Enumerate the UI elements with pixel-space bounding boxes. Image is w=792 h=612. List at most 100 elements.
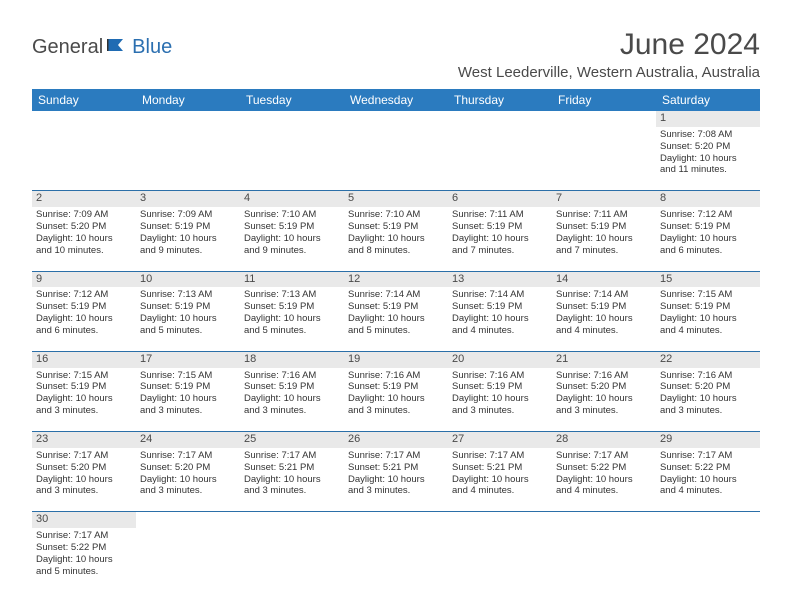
sunset-text: Sunset: 5:22 PM bbox=[36, 542, 132, 554]
weekday-header: Thursday bbox=[448, 89, 552, 111]
day-content-cell: Sunrise: 7:13 AMSunset: 5:19 PMDaylight:… bbox=[136, 287, 240, 351]
sunrise-text: Sunrise: 7:17 AM bbox=[660, 450, 756, 462]
daylight-text-2: and 3 minutes. bbox=[36, 405, 132, 417]
day-content-cell bbox=[552, 528, 656, 592]
daylight-text-2: and 6 minutes. bbox=[660, 245, 756, 257]
sunrise-text: Sunrise: 7:09 AM bbox=[140, 209, 236, 221]
daylight-text-2: and 5 minutes. bbox=[244, 325, 340, 337]
day-content-cell: Sunrise: 7:17 AMSunset: 5:21 PMDaylight:… bbox=[344, 448, 448, 512]
day-number-row: 16171819202122 bbox=[32, 351, 760, 367]
sunrise-text: Sunrise: 7:17 AM bbox=[140, 450, 236, 462]
location-subtitle: West Leederville, Western Australia, Aus… bbox=[458, 64, 760, 81]
daylight-text: Daylight: 10 hours bbox=[556, 474, 652, 486]
daylight-text-2: and 8 minutes. bbox=[348, 245, 444, 257]
calendar-table: Sunday Monday Tuesday Wednesday Thursday… bbox=[32, 89, 760, 592]
day-number-cell: 20 bbox=[448, 351, 552, 367]
day-content-cell: Sunrise: 7:09 AMSunset: 5:19 PMDaylight:… bbox=[136, 207, 240, 271]
daylight-text-2: and 3 minutes. bbox=[140, 485, 236, 497]
daylight-text: Daylight: 10 hours bbox=[452, 474, 548, 486]
daylight-text: Daylight: 10 hours bbox=[36, 313, 132, 325]
day-number-cell: 14 bbox=[552, 271, 656, 287]
daylight-text-2: and 9 minutes. bbox=[140, 245, 236, 257]
sunrise-text: Sunrise: 7:17 AM bbox=[452, 450, 548, 462]
day-number-cell bbox=[32, 111, 136, 127]
sunset-text: Sunset: 5:19 PM bbox=[140, 381, 236, 393]
daylight-text: Daylight: 10 hours bbox=[556, 313, 652, 325]
day-number-cell: 18 bbox=[240, 351, 344, 367]
day-number-cell: 12 bbox=[344, 271, 448, 287]
day-content-cell: Sunrise: 7:14 AMSunset: 5:19 PMDaylight:… bbox=[552, 287, 656, 351]
day-content-cell: Sunrise: 7:16 AMSunset: 5:19 PMDaylight:… bbox=[240, 368, 344, 432]
daylight-text-2: and 4 minutes. bbox=[452, 485, 548, 497]
day-number-cell: 23 bbox=[32, 432, 136, 448]
sunrise-text: Sunrise: 7:17 AM bbox=[244, 450, 340, 462]
day-number-cell bbox=[344, 111, 448, 127]
day-content-cell bbox=[344, 528, 448, 592]
daylight-text-2: and 3 minutes. bbox=[36, 485, 132, 497]
day-content-cell: Sunrise: 7:16 AMSunset: 5:19 PMDaylight:… bbox=[344, 368, 448, 432]
sunrise-text: Sunrise: 7:17 AM bbox=[36, 530, 132, 542]
daylight-text-2: and 3 minutes. bbox=[140, 405, 236, 417]
sunset-text: Sunset: 5:20 PM bbox=[140, 462, 236, 474]
sunset-text: Sunset: 5:19 PM bbox=[556, 301, 652, 313]
sunset-text: Sunset: 5:22 PM bbox=[660, 462, 756, 474]
day-content-cell bbox=[136, 127, 240, 191]
daylight-text-2: and 7 minutes. bbox=[452, 245, 548, 257]
sunrise-text: Sunrise: 7:10 AM bbox=[348, 209, 444, 221]
day-number-cell bbox=[448, 111, 552, 127]
day-number-row: 2345678 bbox=[32, 191, 760, 207]
day-content-cell: Sunrise: 7:13 AMSunset: 5:19 PMDaylight:… bbox=[240, 287, 344, 351]
day-content-row: Sunrise: 7:12 AMSunset: 5:19 PMDaylight:… bbox=[32, 287, 760, 351]
daylight-text: Daylight: 10 hours bbox=[660, 233, 756, 245]
day-content-cell: Sunrise: 7:15 AMSunset: 5:19 PMDaylight:… bbox=[32, 368, 136, 432]
daylight-text: Daylight: 10 hours bbox=[140, 474, 236, 486]
day-number-cell: 19 bbox=[344, 351, 448, 367]
month-title: June 2024 bbox=[458, 28, 760, 62]
day-number-cell: 28 bbox=[552, 432, 656, 448]
day-number-cell bbox=[448, 512, 552, 528]
day-content-cell: Sunrise: 7:12 AMSunset: 5:19 PMDaylight:… bbox=[32, 287, 136, 351]
sunset-text: Sunset: 5:19 PM bbox=[348, 381, 444, 393]
daylight-text: Daylight: 10 hours bbox=[36, 393, 132, 405]
day-content-cell: Sunrise: 7:14 AMSunset: 5:19 PMDaylight:… bbox=[448, 287, 552, 351]
sunrise-text: Sunrise: 7:16 AM bbox=[452, 370, 548, 382]
day-number-cell: 22 bbox=[656, 351, 760, 367]
daylight-text: Daylight: 10 hours bbox=[660, 393, 756, 405]
day-content-cell bbox=[448, 127, 552, 191]
sunset-text: Sunset: 5:19 PM bbox=[140, 301, 236, 313]
day-number-row: 9101112131415 bbox=[32, 271, 760, 287]
sunset-text: Sunset: 5:19 PM bbox=[452, 301, 548, 313]
day-content-cell: Sunrise: 7:17 AMSunset: 5:20 PMDaylight:… bbox=[32, 448, 136, 512]
weekday-header-row: Sunday Monday Tuesday Wednesday Thursday… bbox=[32, 89, 760, 111]
sunrise-text: Sunrise: 7:14 AM bbox=[556, 289, 652, 301]
logo-text-blue: Blue bbox=[132, 36, 172, 59]
sunset-text: Sunset: 5:19 PM bbox=[36, 381, 132, 393]
day-content-cell: Sunrise: 7:12 AMSunset: 5:19 PMDaylight:… bbox=[656, 207, 760, 271]
day-number-cell: 2 bbox=[32, 191, 136, 207]
daylight-text: Daylight: 10 hours bbox=[452, 313, 548, 325]
day-number-cell bbox=[552, 512, 656, 528]
day-number-cell: 30 bbox=[32, 512, 136, 528]
daylight-text-2: and 5 minutes. bbox=[36, 566, 132, 578]
sunset-text: Sunset: 5:19 PM bbox=[244, 221, 340, 233]
weekday-header: Monday bbox=[136, 89, 240, 111]
logo-text-general: General bbox=[32, 36, 103, 59]
daylight-text-2: and 3 minutes. bbox=[660, 405, 756, 417]
daylight-text: Daylight: 10 hours bbox=[36, 233, 132, 245]
day-content-cell: Sunrise: 7:08 AMSunset: 5:20 PMDaylight:… bbox=[656, 127, 760, 191]
day-content-cell: Sunrise: 7:17 AMSunset: 5:21 PMDaylight:… bbox=[448, 448, 552, 512]
weekday-header: Saturday bbox=[656, 89, 760, 111]
sunrise-text: Sunrise: 7:15 AM bbox=[140, 370, 236, 382]
day-content-cell: Sunrise: 7:16 AMSunset: 5:19 PMDaylight:… bbox=[448, 368, 552, 432]
day-number-row: 30 bbox=[32, 512, 760, 528]
day-content-cell bbox=[656, 528, 760, 592]
sunrise-text: Sunrise: 7:11 AM bbox=[452, 209, 548, 221]
day-content-cell: Sunrise: 7:17 AMSunset: 5:22 PMDaylight:… bbox=[552, 448, 656, 512]
day-content-cell: Sunrise: 7:15 AMSunset: 5:19 PMDaylight:… bbox=[136, 368, 240, 432]
day-number-cell: 5 bbox=[344, 191, 448, 207]
daylight-text: Daylight: 10 hours bbox=[244, 233, 340, 245]
day-number-cell: 13 bbox=[448, 271, 552, 287]
day-content-cell: Sunrise: 7:09 AMSunset: 5:20 PMDaylight:… bbox=[32, 207, 136, 271]
sunset-text: Sunset: 5:20 PM bbox=[36, 462, 132, 474]
day-content-cell bbox=[240, 528, 344, 592]
